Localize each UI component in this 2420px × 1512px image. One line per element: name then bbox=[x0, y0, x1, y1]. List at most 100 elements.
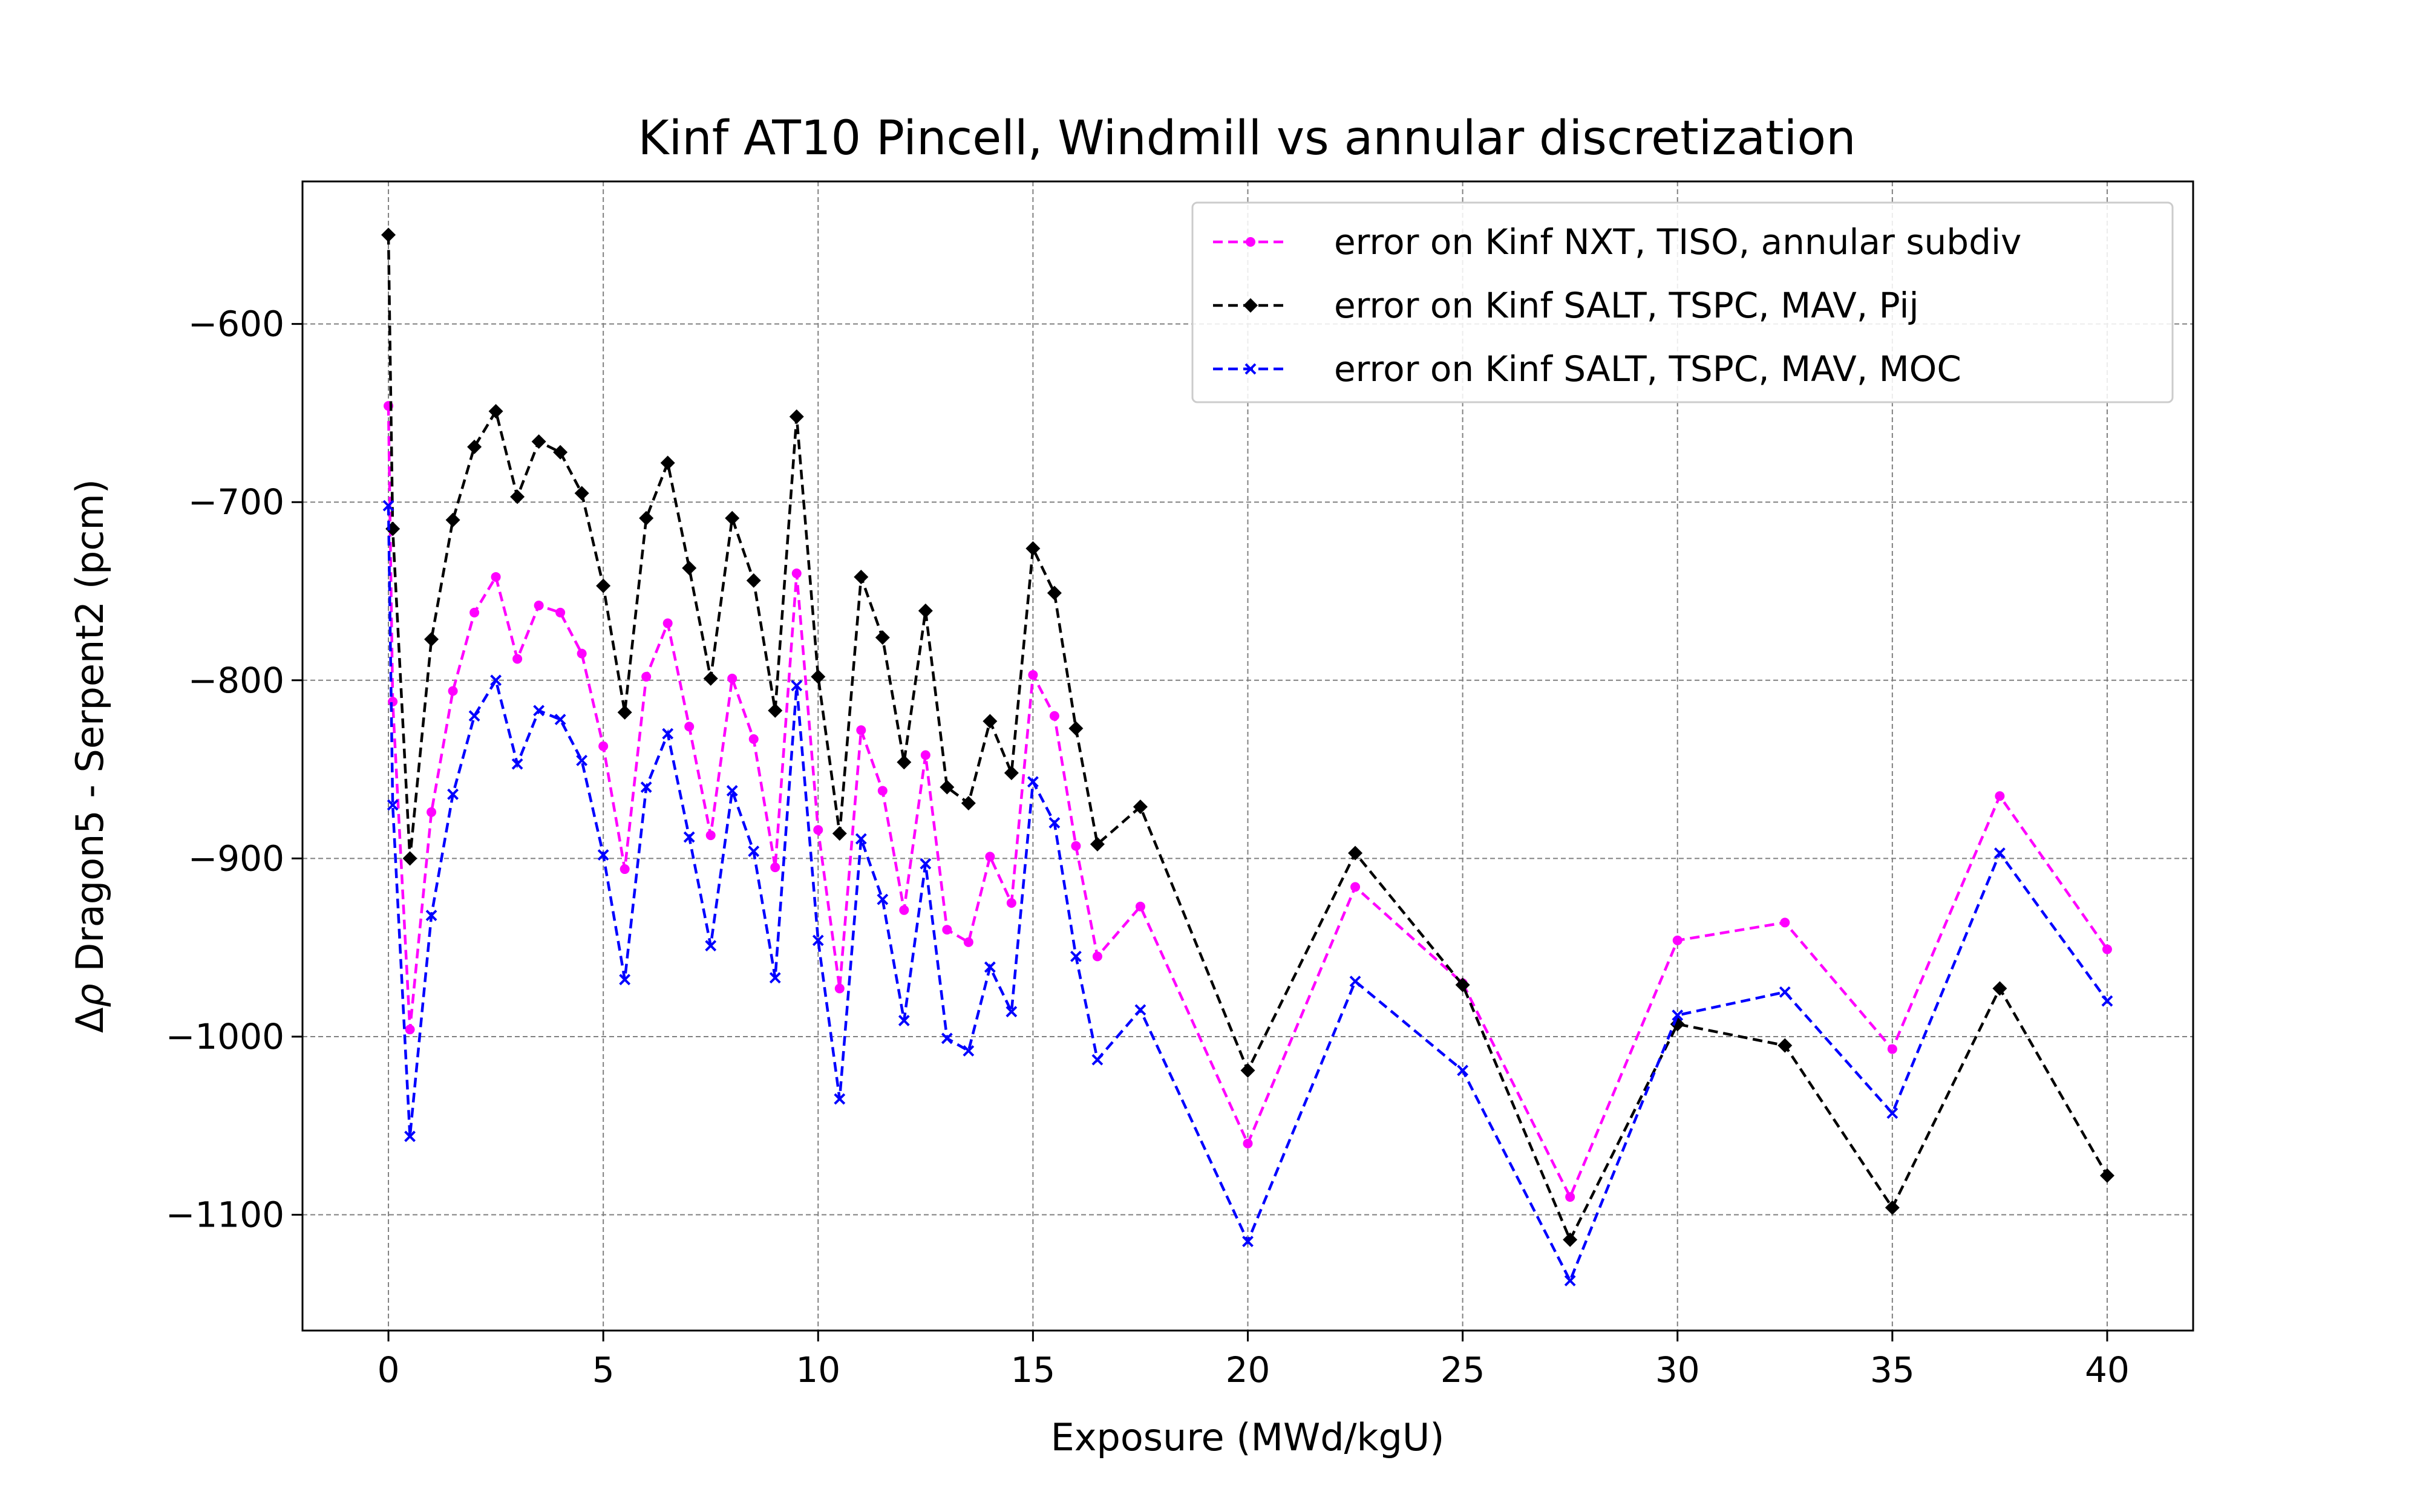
marker-diamond bbox=[617, 705, 632, 720]
marker-diamond bbox=[1068, 721, 1084, 736]
marker-circle bbox=[598, 741, 609, 751]
marker-circle bbox=[1049, 711, 1059, 721]
marker-x bbox=[447, 788, 459, 800]
marker-x bbox=[769, 972, 781, 984]
marker-x bbox=[812, 934, 824, 947]
marker-diamond bbox=[940, 780, 955, 795]
marker-diamond bbox=[768, 703, 783, 718]
marker-circle bbox=[448, 686, 458, 696]
marker-circle bbox=[1243, 1138, 1253, 1149]
marker-x bbox=[1886, 1107, 1898, 1119]
y-axis-label: Δρ Dragon5 - Serpent2 (pcm) bbox=[68, 479, 112, 1033]
marker-x bbox=[963, 1045, 975, 1057]
marker-circle bbox=[684, 722, 695, 732]
x-axis: 0 5 10 15 20 25 30 35 40 bbox=[378, 1331, 2130, 1390]
marker-diamond bbox=[1455, 977, 1470, 992]
series-group bbox=[381, 227, 2114, 1286]
marker-x bbox=[1027, 776, 1039, 788]
marker-circle bbox=[834, 983, 845, 994]
marker-x bbox=[387, 799, 399, 811]
y-axis-label-delta: Δ bbox=[68, 1008, 112, 1033]
marker-x bbox=[533, 705, 545, 717]
marker-circle bbox=[1887, 1044, 1897, 1054]
marker-diamond bbox=[1025, 541, 1041, 556]
marker-x bbox=[1091, 1054, 1104, 1066]
marker-diamond bbox=[854, 569, 869, 584]
series-2 bbox=[381, 227, 2114, 1247]
marker-x bbox=[1564, 1275, 1576, 1286]
marker-x bbox=[791, 680, 803, 692]
marker-x bbox=[1242, 1236, 1254, 1248]
marker-x bbox=[1457, 1064, 1469, 1077]
marker-circle bbox=[985, 852, 995, 862]
marker-diamond bbox=[1047, 585, 1062, 601]
marker-circle bbox=[1246, 237, 1255, 247]
marker-x bbox=[404, 1130, 416, 1142]
marker-diamond bbox=[1348, 846, 1363, 861]
marker-circle bbox=[856, 725, 866, 735]
marker-x bbox=[468, 710, 480, 722]
marker-x bbox=[1244, 363, 1257, 375]
marker-circle bbox=[770, 862, 780, 873]
x-tick-label: 20 bbox=[1226, 1349, 1270, 1390]
marker-circle bbox=[534, 601, 544, 611]
marker-circle bbox=[512, 654, 523, 664]
marker-diamond bbox=[467, 439, 482, 454]
marker-diamond bbox=[553, 445, 568, 460]
marker-circle bbox=[641, 671, 652, 682]
marker-diamond bbox=[897, 755, 912, 770]
marker-diamond bbox=[1090, 836, 1105, 852]
marker-diamond bbox=[1240, 1063, 1255, 1078]
marker-circle bbox=[877, 786, 888, 796]
marker-circle bbox=[1995, 791, 2005, 801]
marker-x bbox=[877, 893, 889, 905]
marker-diamond bbox=[402, 851, 417, 866]
marker-circle bbox=[1135, 901, 1145, 911]
marker-diamond bbox=[1885, 1200, 1900, 1215]
x-tick-label: 5 bbox=[592, 1349, 615, 1390]
marker-circle bbox=[1672, 935, 1683, 945]
marker-x bbox=[490, 674, 502, 686]
marker-x bbox=[1070, 950, 1082, 962]
marker-circle bbox=[469, 607, 480, 618]
marker-diamond bbox=[703, 671, 718, 686]
marker-diamond bbox=[531, 434, 546, 449]
legend-label-3: error on Kinf SALT, TSPC, MAV, MOC bbox=[1334, 348, 1961, 389]
marker-diamond bbox=[875, 630, 890, 645]
marker-x bbox=[1779, 986, 1791, 998]
marker-x bbox=[920, 858, 932, 870]
marker-x bbox=[705, 940, 717, 952]
marker-circle bbox=[748, 734, 759, 745]
marker-x bbox=[683, 831, 695, 843]
marker-diamond bbox=[639, 510, 654, 526]
marker-diamond bbox=[682, 561, 697, 576]
marker-diamond bbox=[1777, 1038, 1793, 1053]
marker-x bbox=[554, 714, 566, 726]
marker-diamond bbox=[961, 796, 976, 811]
marker-circle bbox=[2102, 944, 2112, 954]
legend-box bbox=[1191, 201, 2174, 403]
marker-diamond bbox=[746, 573, 761, 588]
chart-title: Kinf AT10 Pincell, Windmill vs annular d… bbox=[638, 111, 1856, 166]
marker-circle bbox=[1028, 670, 1038, 680]
marker-diamond bbox=[1992, 981, 2007, 996]
marker-circle bbox=[662, 618, 673, 628]
marker-circle bbox=[388, 697, 398, 707]
marker-circle bbox=[577, 648, 587, 659]
marker-x bbox=[1006, 1006, 1018, 1018]
series-3 bbox=[382, 500, 2113, 1286]
marker-x bbox=[640, 781, 652, 793]
y-tick-label: −1000 bbox=[166, 1016, 284, 1057]
y-tick-label: −600 bbox=[188, 304, 284, 345]
legend-label-2: error on Kinf SALT, TSPC, MAV, Pij bbox=[1334, 285, 1919, 326]
x-tick-label: 25 bbox=[1441, 1349, 1485, 1390]
marker-circle bbox=[620, 864, 630, 875]
marker-x bbox=[898, 1015, 910, 1026]
marker-x bbox=[576, 754, 588, 766]
marker-circle bbox=[1071, 841, 1081, 851]
marker-x bbox=[984, 961, 996, 973]
marker-diamond bbox=[660, 455, 675, 471]
marker-diamond bbox=[381, 227, 396, 243]
marker-circle bbox=[1350, 882, 1361, 892]
